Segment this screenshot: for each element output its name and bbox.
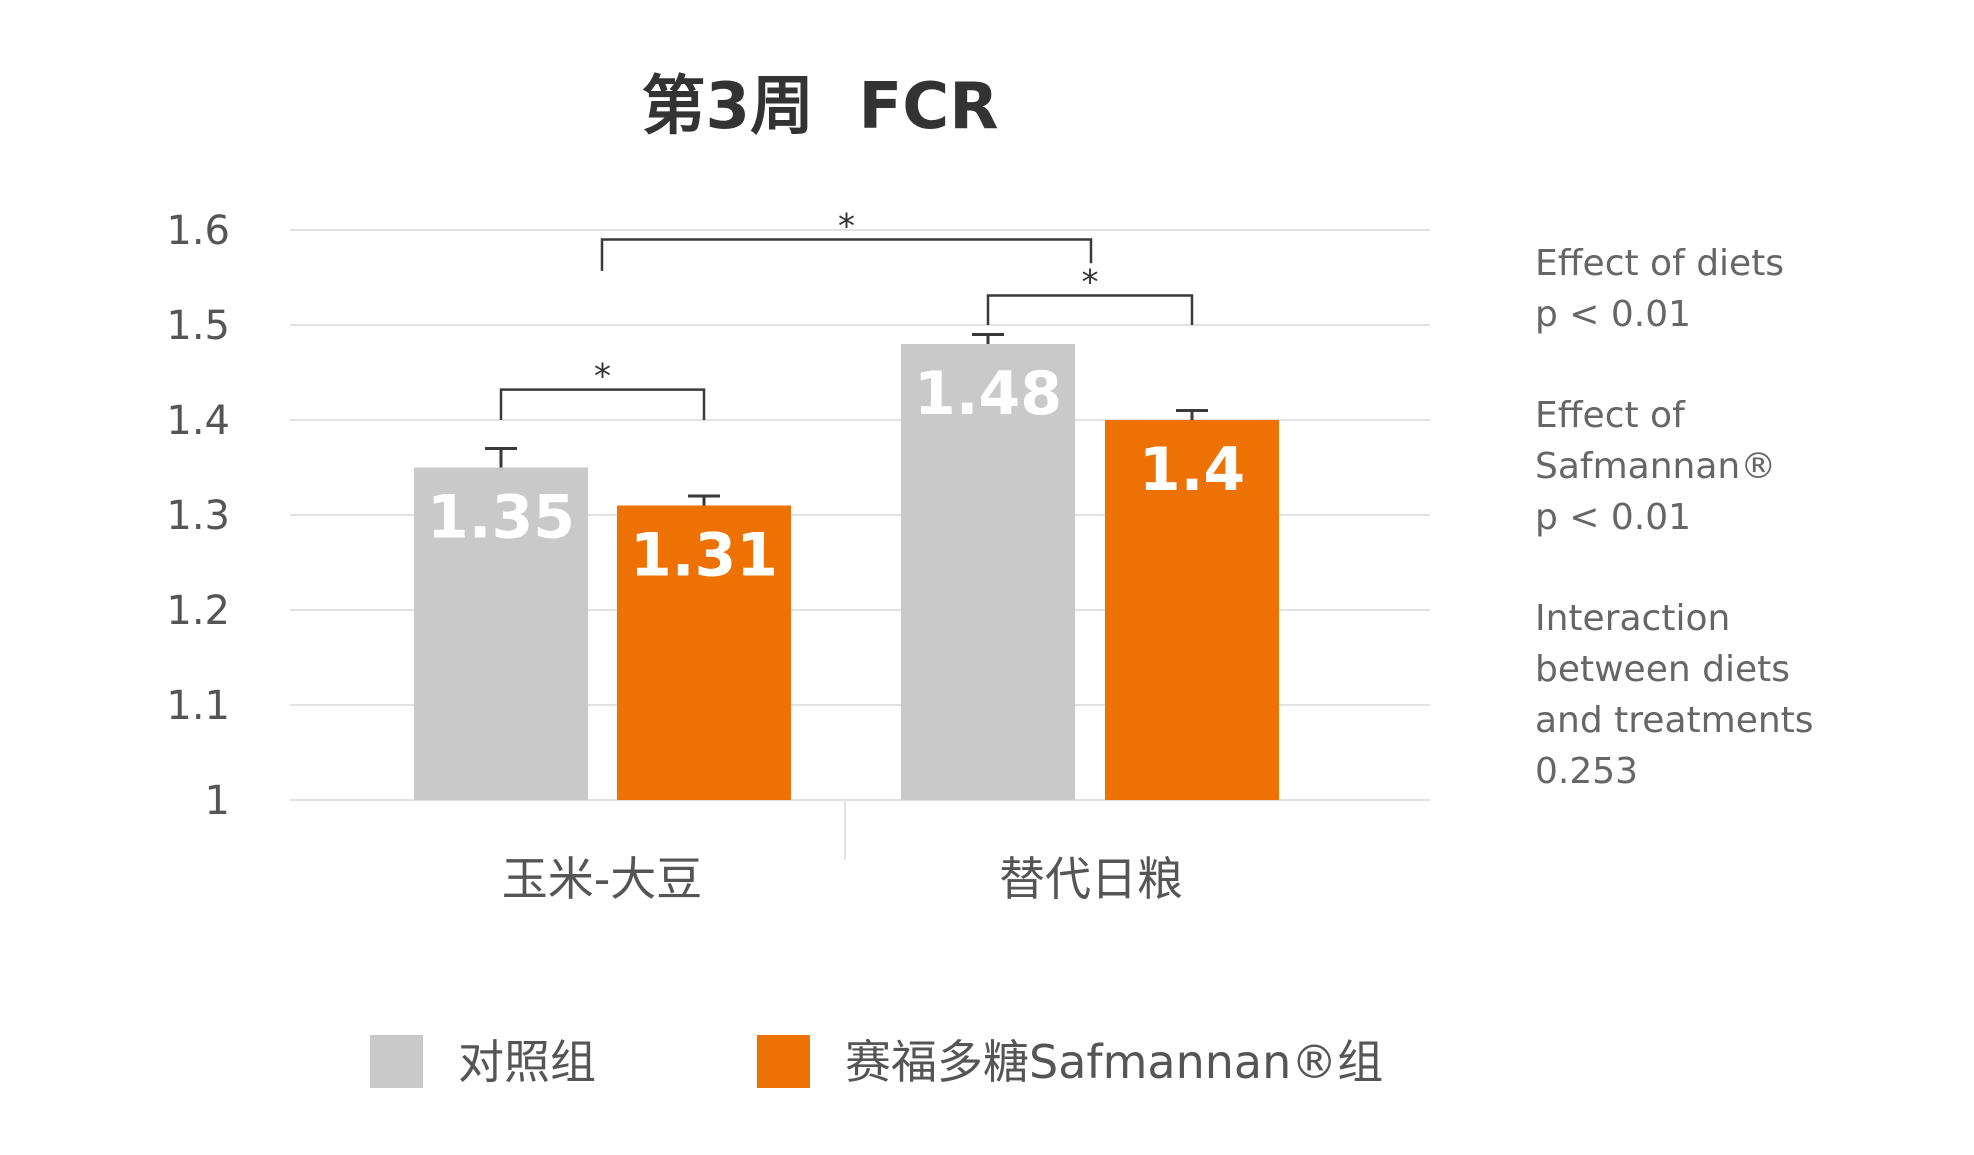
legend-label: 赛福多糖Safmannan®组 bbox=[845, 1035, 1383, 1089]
y-tick-label: 1.6 bbox=[166, 208, 230, 254]
stat-block: Interaction between diets and treatments 0.… bbox=[1535, 593, 1955, 797]
stat-line: 0.253 bbox=[1535, 751, 1639, 792]
y-tick-label: 1.2 bbox=[166, 588, 230, 634]
significance-bracket bbox=[986, 294, 1194, 325]
significance-star: * bbox=[594, 357, 611, 397]
legend: 对照组 赛福多糖Safmannan®组 bbox=[370, 1035, 1383, 1089]
bar-safmannan-0 bbox=[617, 505, 791, 800]
y-tick-label: 1.1 bbox=[166, 683, 230, 729]
value-label: 1.35 bbox=[427, 483, 575, 553]
stat-line: p < 0.01 bbox=[1535, 497, 1692, 538]
value-label: 1.4 bbox=[1139, 435, 1245, 505]
y-tick-label: 1.5 bbox=[166, 303, 230, 349]
statistics-panel: Effect of diets p < 0.01 Effect of Safmanna… bbox=[1535, 238, 1955, 847]
stat-block: Effect of diets p < 0.01 bbox=[1535, 238, 1955, 340]
chart-title: 第3周 FCR bbox=[641, 70, 998, 144]
category-label: 替代日粮 bbox=[999, 852, 1183, 906]
stat-block: Effect of Safmannan® p < 0.01 bbox=[1535, 390, 1955, 543]
bars bbox=[414, 344, 1279, 800]
value-label: 1.31 bbox=[630, 521, 778, 591]
value-label: 1.48 bbox=[914, 359, 1062, 429]
legend-swatch bbox=[370, 1035, 423, 1088]
x-axis-categories: 玉米-大豆 替代日粮 bbox=[502, 852, 1183, 906]
significance-star: * bbox=[838, 207, 855, 247]
stat-line: Effect of bbox=[1535, 395, 1685, 436]
stat-line: p < 0.01 bbox=[1535, 294, 1692, 335]
error-bars bbox=[485, 333, 1208, 506]
y-tick-label: 1 bbox=[205, 778, 230, 824]
significance-bracket bbox=[499, 388, 706, 420]
stat-line: and treatments bbox=[1535, 700, 1814, 741]
stat-line: Interaction bbox=[1535, 598, 1731, 639]
significance-star: * bbox=[1082, 263, 1099, 303]
y-tick-label: 1.4 bbox=[166, 398, 230, 444]
category-label: 玉米-大豆 bbox=[502, 852, 703, 906]
legend-label: 对照组 bbox=[458, 1035, 596, 1089]
bar-safmannan-1 bbox=[1105, 420, 1279, 800]
stat-line: between diets bbox=[1535, 649, 1790, 690]
legend-swatch bbox=[757, 1035, 810, 1088]
stat-line: Effect of diets bbox=[1535, 243, 1785, 284]
y-tick-label: 1.3 bbox=[166, 493, 230, 539]
stat-line: Safmannan® bbox=[1535, 446, 1777, 487]
significance-brackets: * * * bbox=[499, 207, 1194, 420]
significance-bracket bbox=[600, 238, 1093, 271]
value-labels: 1.35 1.48 1.31 1.4 bbox=[427, 359, 1245, 591]
y-axis-ticks: 1 1.1 1.2 1.3 1.4 1.5 1.6 bbox=[166, 208, 230, 824]
bar-control-1 bbox=[901, 344, 1075, 800]
bar-control-0 bbox=[414, 467, 588, 800]
